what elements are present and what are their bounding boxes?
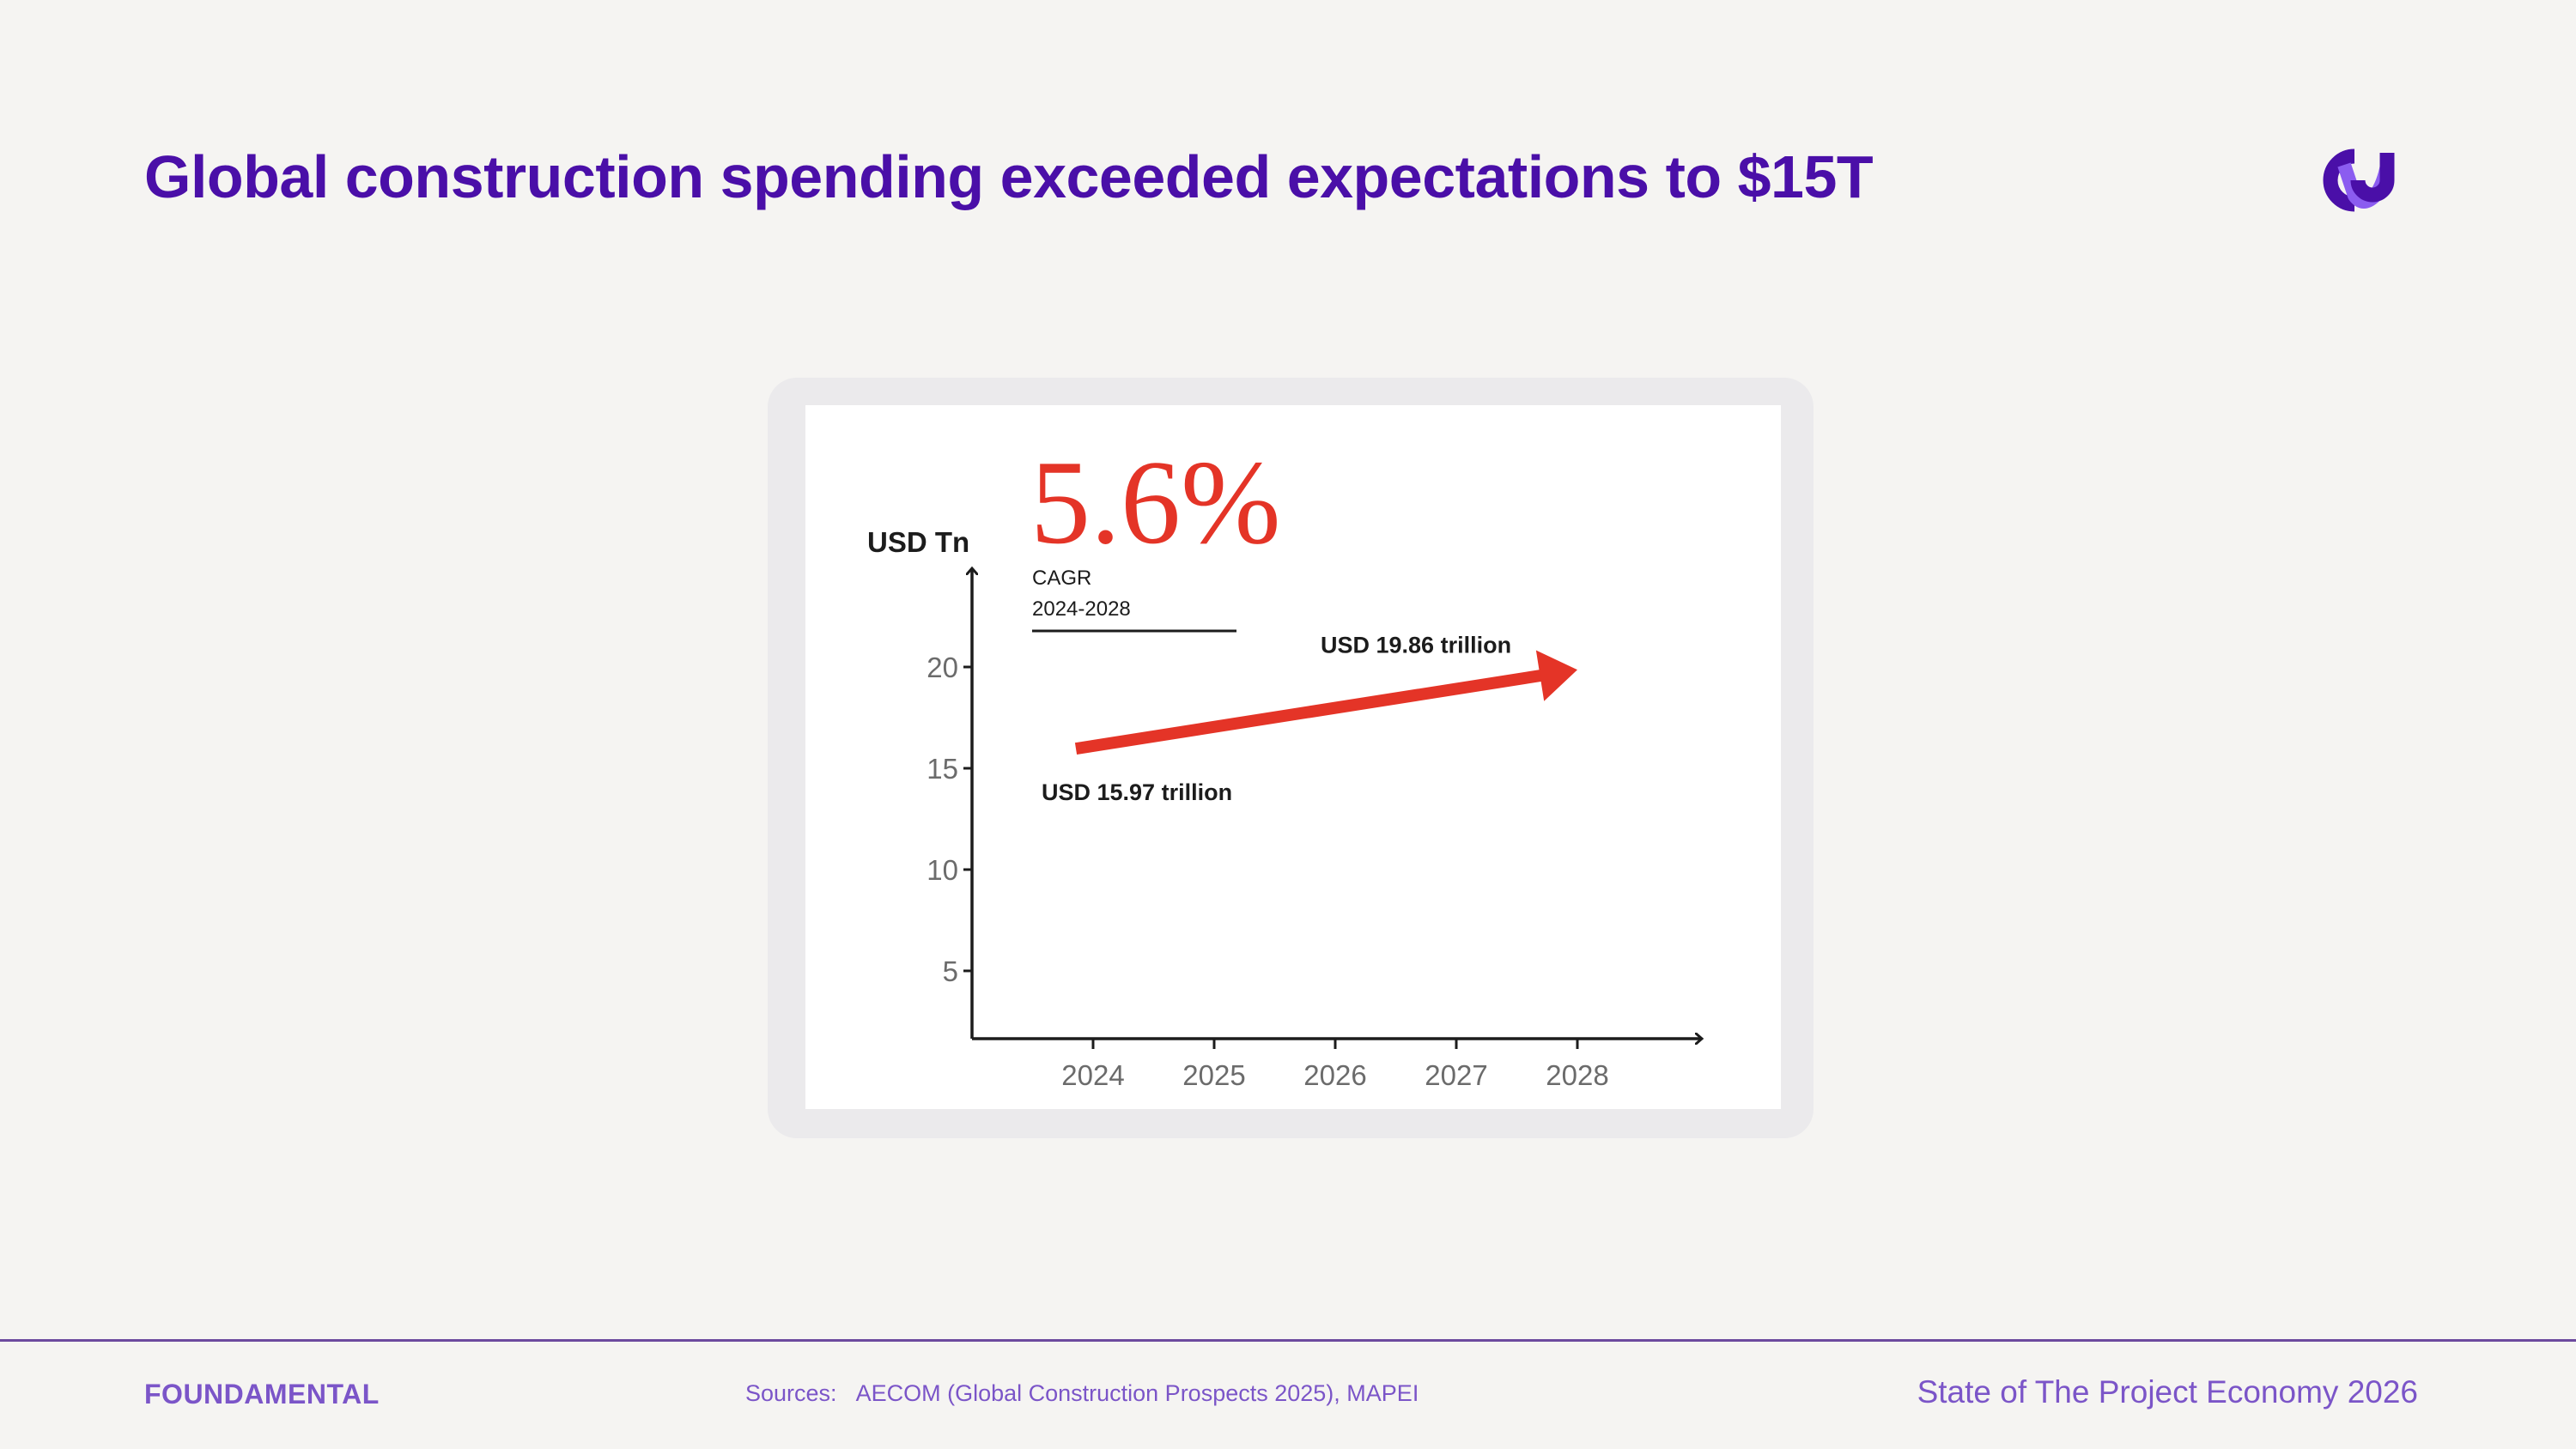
x-tick-label-2024: 2024 <box>1061 1059 1124 1091</box>
x-tick-label-2028: 2028 <box>1546 1059 1608 1091</box>
growth-arrow-line <box>1074 669 1545 755</box>
x-tick-label-2026: 2026 <box>1303 1059 1366 1091</box>
data-label-2024: USD 15.97 trillion <box>1042 779 1232 805</box>
y-axis-label: USD Tn <box>867 526 969 558</box>
data-label-2028: USD 19.86 trillion <box>1321 632 1511 658</box>
cagr-caption: CAGR <box>1032 567 1091 590</box>
growth-arrow-head <box>1535 650 1577 701</box>
sources-text: AECOM (Global Construction Prospects 202… <box>855 1380 1419 1406</box>
y-tick-label-20: 20 <box>927 652 958 683</box>
construction-spending-chart: 5.6% CAGR 2024-2028 USD Tn 5 10 15 20 2024 20… <box>867 436 1781 1091</box>
y-tick-label-10: 10 <box>927 854 958 886</box>
y-tick-label-15: 15 <box>927 753 958 785</box>
cagr-value: 5.6% <box>1030 436 1281 569</box>
footer-logo: FOUNDAMENTAL <box>144 1379 380 1410</box>
report-name: State of The Project Economy 2026 <box>1917 1374 2418 1410</box>
y-tick-label-5: 5 <box>943 955 958 987</box>
cagr-period: 2024-2028 <box>1032 597 1131 621</box>
x-tick-label-2027: 2027 <box>1425 1059 1487 1091</box>
footer-divider <box>0 1339 2576 1342</box>
page-title: Global construction spending exceeded ex… <box>144 143 1874 210</box>
x-tick-label-2025: 2025 <box>1182 1059 1245 1091</box>
brand-logo-icon <box>2323 149 2395 212</box>
chart-card: 5.6% CAGR 2024-2028 USD Tn 5 10 15 20 2024 20… <box>805 405 1781 1109</box>
sources-label: Sources: <box>745 1380 837 1406</box>
sources-note: Sources: AECOM (Global Construction Prosp… <box>745 1380 1419 1407</box>
